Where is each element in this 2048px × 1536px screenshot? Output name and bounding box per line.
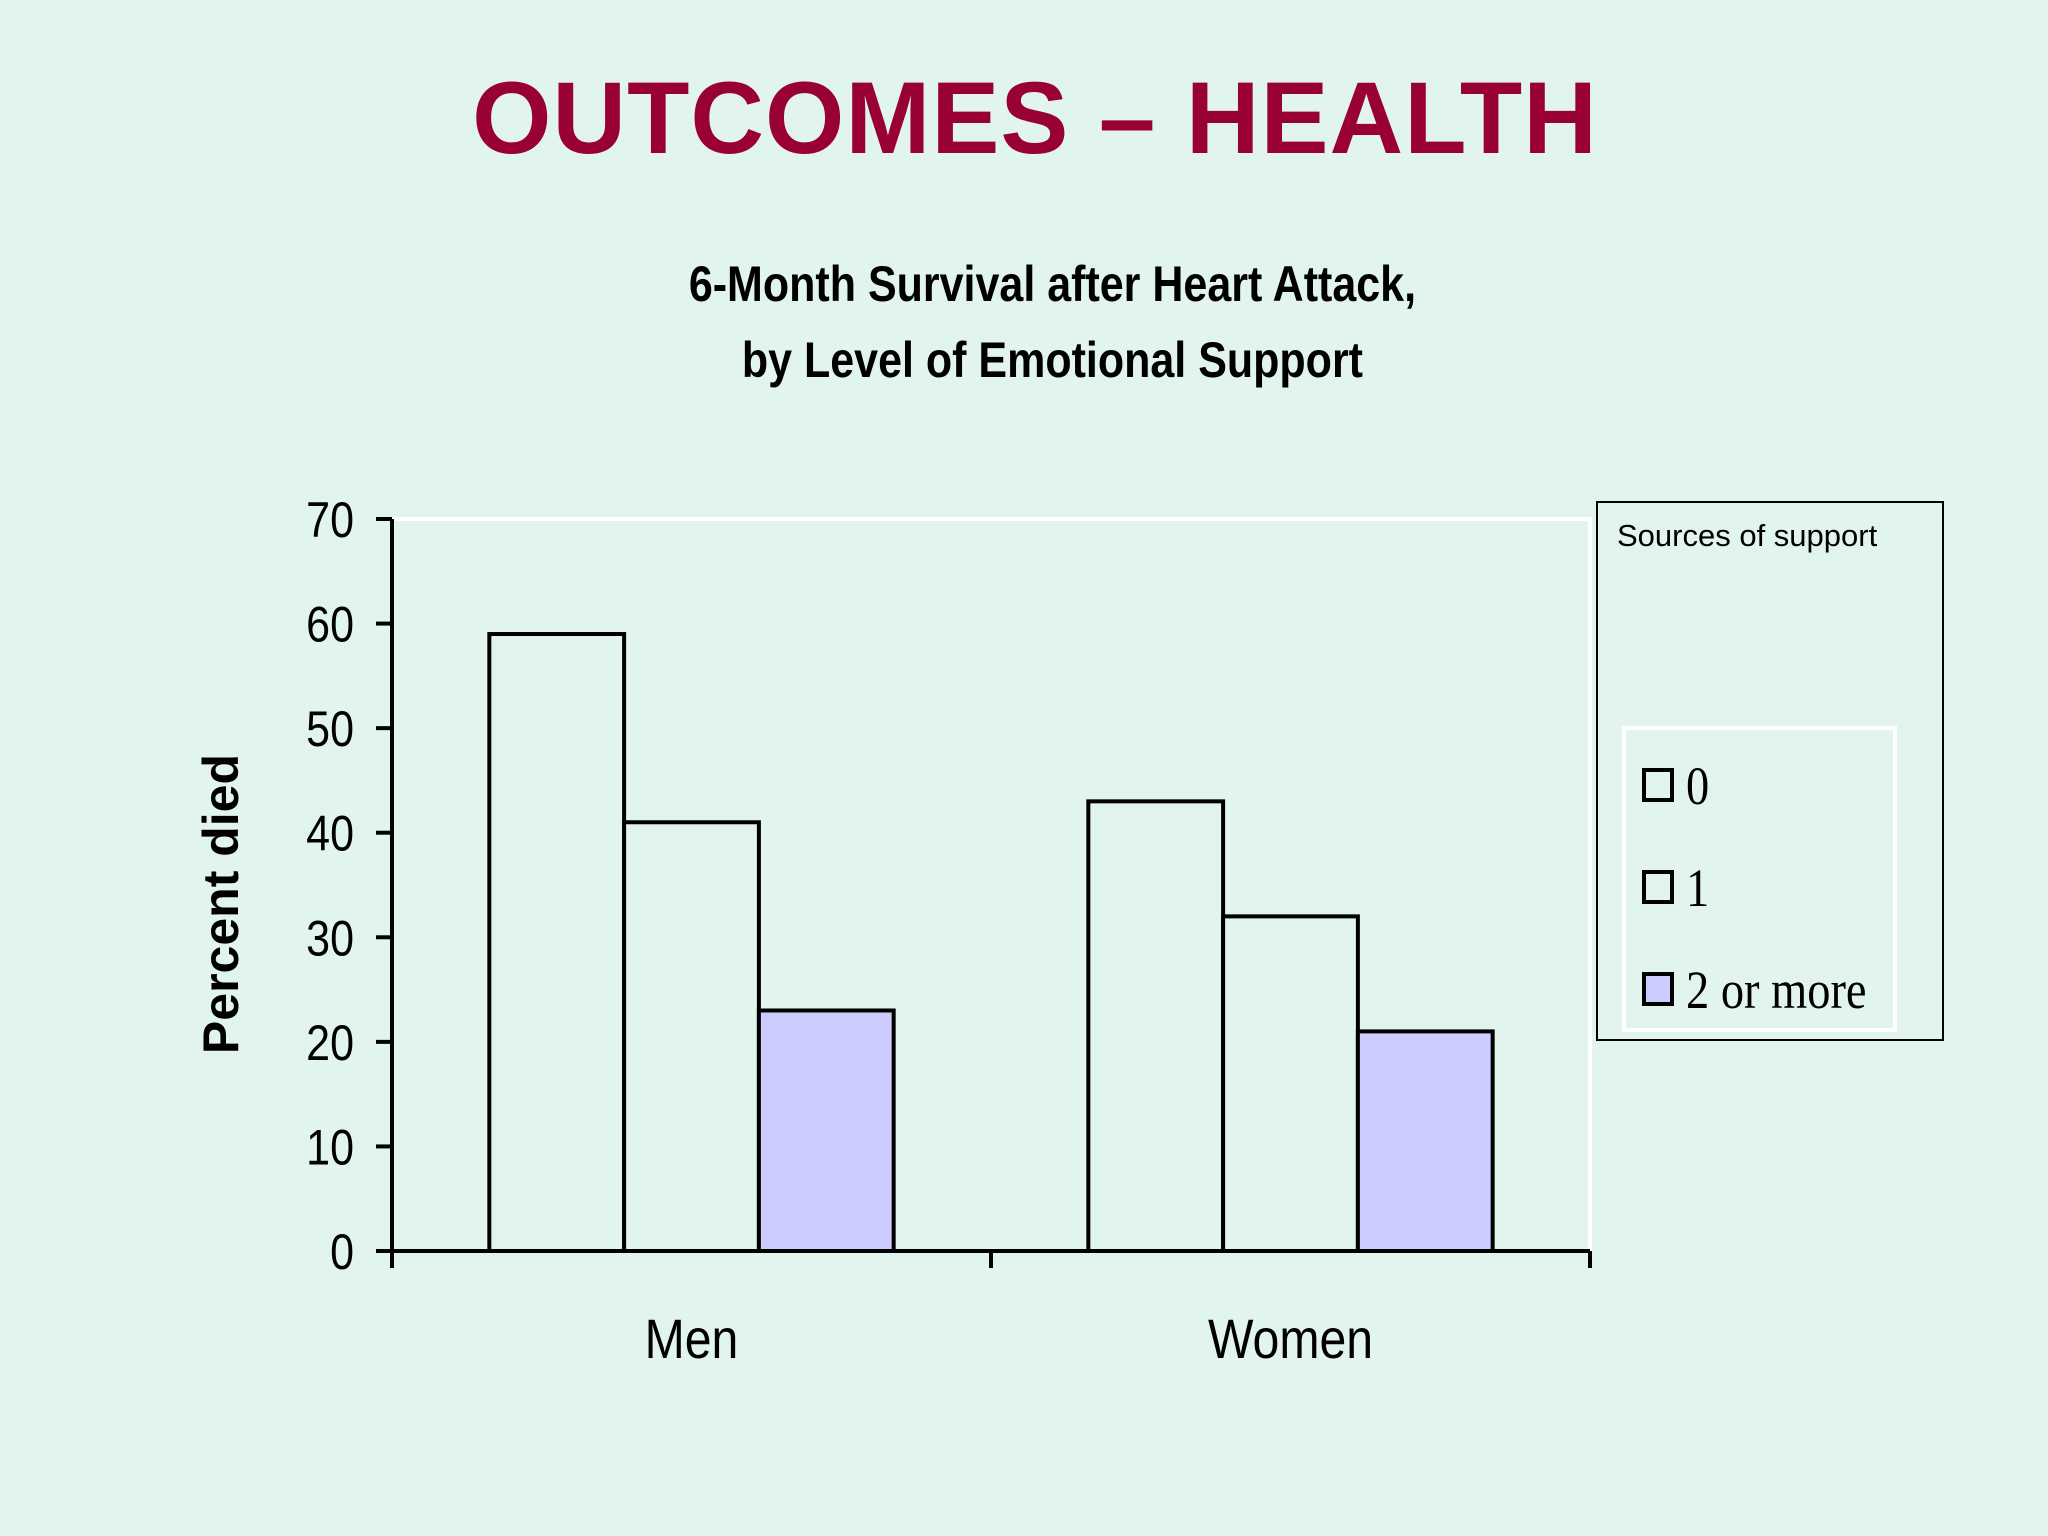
chart-subtitle: by Level of Emotional Support <box>741 332 1363 388</box>
bar <box>1221 914 1360 1253</box>
legend-title: Sources of support <box>1617 518 1878 553</box>
plot-area <box>392 517 1592 1251</box>
x-category-label: Women <box>1208 1309 1373 1371</box>
bar <box>1355 1029 1495 1254</box>
bars <box>487 632 1495 1254</box>
y-tick-label: 40 <box>306 806 354 862</box>
slide-title: OUTCOMES – HEALTH <box>472 61 1598 175</box>
y-tick-label: 60 <box>306 597 354 653</box>
y-tick-label: 50 <box>306 701 354 757</box>
legend-swatch <box>1642 768 1674 802</box>
legend-swatch <box>1642 972 1674 1006</box>
y-tick-label: 70 <box>306 492 354 548</box>
bar <box>487 632 627 1253</box>
y-tick-label: 0 <box>330 1224 354 1280</box>
legend-inner-box <box>1622 726 1897 1032</box>
bar <box>1086 799 1226 1253</box>
y-tick-label: 10 <box>306 1119 354 1175</box>
y-tick-label: 30 <box>306 910 354 966</box>
plot-area-border <box>392 517 1592 1251</box>
legend: Sources of support 0 1 2 or more <box>1596 501 1944 1041</box>
legend-label: 0 <box>1686 756 1709 816</box>
chart-title: 6-Month Survival after Heart Attack, <box>688 256 1417 312</box>
bar <box>756 1008 896 1253</box>
legend-label: 2 or more <box>1686 960 1867 1020</box>
y-tick-label: 20 <box>306 1015 354 1071</box>
y-axis-label: Percent died <box>193 754 249 1054</box>
bar <box>622 820 761 1253</box>
legend-swatch <box>1642 870 1674 904</box>
x-category-label: Men <box>645 1309 739 1371</box>
legend-label: 1 <box>1686 858 1709 918</box>
legend-box <box>1596 501 1944 1041</box>
